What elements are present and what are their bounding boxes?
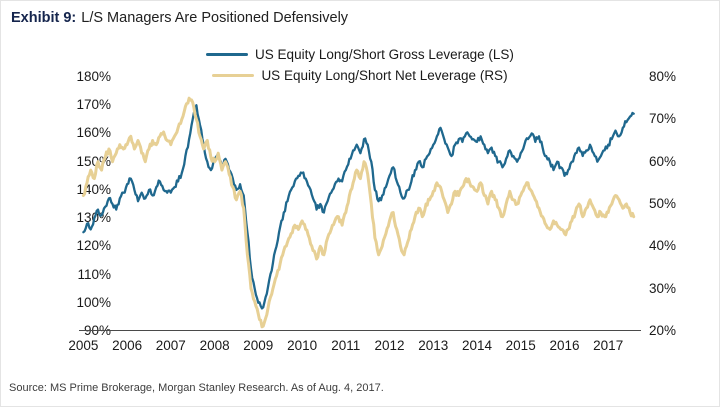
y-tick-label-left: 100% <box>76 294 111 310</box>
y-tick-label-right: 70% <box>649 111 677 127</box>
y-tick-label-right: 80% <box>649 69 677 84</box>
y-tick-label-left: 180% <box>76 69 111 84</box>
series-gross-line <box>82 104 635 310</box>
chart-plot-area <box>79 77 641 331</box>
y-axis-left: 180% 170% 160% 150% 140% 130% 120% 110% 100% 90% <box>19 69 111 338</box>
y-tick-label-right: 60% <box>649 153 677 169</box>
y-tick-label-right: 50% <box>649 196 677 211</box>
legend-item-gross: US Equity Long/Short Gross Leverage (LS) <box>206 45 514 64</box>
x-tick-label: 2015 <box>505 338 536 353</box>
legend-label-net: US Equity Long/Short Net Leverage (RS) <box>261 68 508 83</box>
source-note: Source: MS Prime Brokerage, Morgan Stanl… <box>9 382 384 394</box>
y-tick-label-left: 170% <box>76 97 111 113</box>
legend-label-gross: US Equity Long/Short Gross Leverage (LS) <box>255 47 514 62</box>
y-axis-right: 80% 70% 60% 50% 40% 30% 20% <box>649 69 695 338</box>
x-tick-label: 2014 <box>461 338 493 353</box>
y-tick-label-left: 110% <box>77 266 111 282</box>
series-net-line <box>81 96 636 329</box>
exhibit-title-text: L/S Managers Are Positioned Defensively <box>81 10 349 26</box>
x-tick-label: 2011 <box>331 338 361 353</box>
x-tick-label: 2007 <box>155 338 186 353</box>
x-tick-label: 2012 <box>374 338 405 353</box>
legend-swatch-net <box>212 74 255 77</box>
x-tick-label: 2010 <box>287 338 318 353</box>
x-tick-label: 2006 <box>112 338 143 353</box>
y-tick-label-left: 120% <box>76 238 111 254</box>
chart-legend: US Equity Long/Short Gross Leverage (LS)… <box>79 45 641 85</box>
y-tick-label-right: 20% <box>649 323 677 338</box>
page-title: Exhibit 9: L/S Managers Are Positioned De… <box>11 10 348 26</box>
x-tick-label: 2005 <box>68 338 99 353</box>
x-tick-label: 2008 <box>199 338 230 353</box>
y-tick-label-left: 160% <box>76 125 111 141</box>
x-tick-label: 2016 <box>549 338 580 353</box>
x-tick-label: 2009 <box>243 338 274 353</box>
plot-svg <box>79 96 641 331</box>
legend-swatch-gross <box>206 53 249 56</box>
x-tick-label: 2013 <box>418 338 449 353</box>
legend-item-net: US Equity Long/Short Net Leverage (RS) <box>212 66 508 85</box>
y-tick-label-right: 40% <box>649 238 677 254</box>
exhibit-number: Exhibit 9: <box>11 10 77 26</box>
x-tick-label: 2017 <box>593 338 624 353</box>
y-tick-label-right: 30% <box>649 280 677 296</box>
x-axis: 2005 2006 2007 2008 2009 2010 2011 2012 2013 2014… <box>68 338 641 356</box>
